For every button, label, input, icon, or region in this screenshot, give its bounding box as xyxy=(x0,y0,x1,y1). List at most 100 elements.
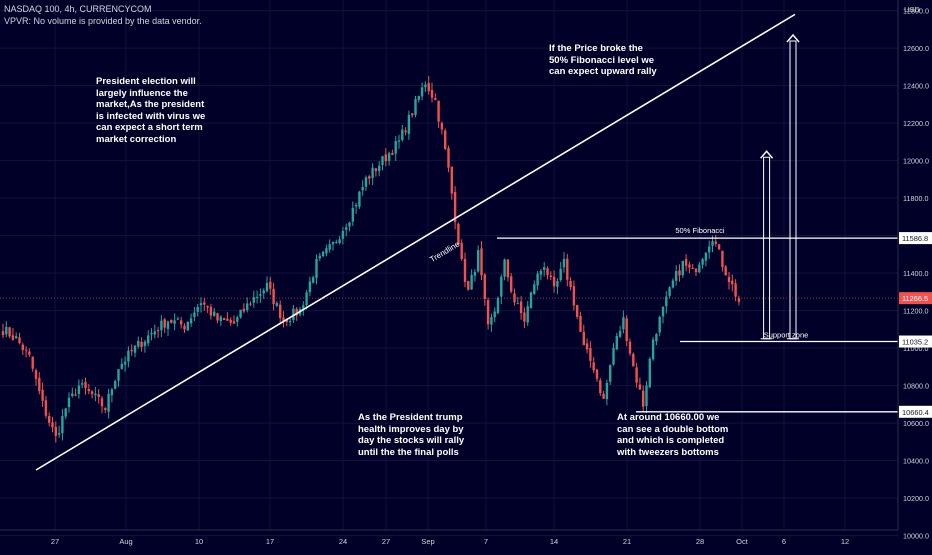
candle-body xyxy=(648,358,651,388)
candle-body xyxy=(566,258,569,280)
y-tick-label: 11000.0 xyxy=(903,344,928,353)
candle-body xyxy=(321,251,325,257)
candle-body xyxy=(127,350,130,362)
candle-body xyxy=(94,393,97,396)
x-tick-label: 24 xyxy=(339,537,347,546)
candle-body xyxy=(41,389,44,401)
drawings[interactable] xyxy=(0,13,898,471)
candle-body xyxy=(602,393,605,399)
candle-body xyxy=(219,316,222,322)
candle-body xyxy=(681,260,684,276)
candle-body xyxy=(493,311,496,318)
candle-body xyxy=(173,320,176,324)
y-tick-label: 10200.0 xyxy=(903,494,929,503)
candle-body xyxy=(180,320,183,325)
candle-body xyxy=(282,317,285,322)
candle-body xyxy=(364,177,368,187)
candle-body xyxy=(506,259,510,278)
candle-body xyxy=(417,96,420,100)
candle-body xyxy=(222,318,226,320)
candle-body xyxy=(678,270,681,276)
candle-body xyxy=(203,302,206,305)
candle-body xyxy=(684,259,688,266)
candle-body xyxy=(500,276,503,297)
candle-body xyxy=(140,341,143,348)
candle-body xyxy=(585,343,589,350)
candle-body xyxy=(698,264,701,273)
candle-body xyxy=(61,416,64,434)
candle-body xyxy=(618,330,622,337)
candle-body xyxy=(137,340,140,347)
price-level-tag xyxy=(899,232,932,245)
candle-body xyxy=(64,408,67,417)
candle-body xyxy=(34,370,38,379)
candle-body xyxy=(18,337,21,344)
candle-body xyxy=(688,264,691,268)
candle-body xyxy=(28,351,31,355)
candle-body xyxy=(213,311,216,316)
candle-body xyxy=(625,318,628,341)
candle-body xyxy=(153,331,156,335)
candle-body xyxy=(582,331,585,346)
candle-body xyxy=(338,239,341,244)
candle-body xyxy=(236,317,239,322)
candle-body xyxy=(536,273,539,286)
candle-body xyxy=(143,341,147,346)
candle-body xyxy=(275,302,279,306)
candle-body xyxy=(467,280,470,290)
candle-body xyxy=(483,274,486,299)
candle-body xyxy=(74,394,77,396)
trendline xyxy=(35,13,796,471)
candle-body xyxy=(288,320,292,323)
candle-body xyxy=(638,384,642,390)
candle-body xyxy=(480,248,483,276)
candle-body xyxy=(642,390,645,407)
candle-body xyxy=(378,165,381,172)
candle-body xyxy=(691,268,694,270)
currency-label: USD xyxy=(904,5,920,14)
candle-body xyxy=(348,222,351,227)
candle-body xyxy=(460,242,463,260)
candle-body xyxy=(731,280,734,285)
candle-body xyxy=(694,268,698,273)
candle-body xyxy=(117,369,120,381)
x-tick-label: 14 xyxy=(550,537,558,546)
candle-body xyxy=(199,303,203,306)
candle-body xyxy=(285,319,288,323)
y-tick-label: 12400.0 xyxy=(903,82,929,91)
target-arrow-head xyxy=(786,33,800,43)
candle-body xyxy=(510,276,513,292)
candle-body xyxy=(675,271,678,281)
candle-body xyxy=(183,325,186,330)
candle-body xyxy=(255,296,259,298)
candle-body xyxy=(193,312,196,318)
x-tick-label: 7 xyxy=(484,537,488,546)
y-tick-label: 11200.0 xyxy=(903,307,928,316)
candle-body xyxy=(384,154,387,162)
candle-body xyxy=(430,89,434,98)
candle-body xyxy=(605,382,609,400)
candle-body xyxy=(737,298,741,302)
candle-body xyxy=(407,114,411,134)
candle-body xyxy=(216,313,219,321)
candle-body xyxy=(457,223,460,245)
candle-body xyxy=(529,292,533,309)
x-tick-label: 21 xyxy=(623,537,631,546)
candle-body xyxy=(401,129,404,141)
current-price-tag xyxy=(899,292,932,305)
price-level-tag-text: 11586.8 xyxy=(902,234,928,243)
candle-body xyxy=(391,152,394,155)
candle-body xyxy=(206,305,209,308)
x-tick-label: 27 xyxy=(51,537,59,546)
candle-body xyxy=(262,290,265,294)
candle-body xyxy=(114,381,117,389)
candle-body xyxy=(239,309,242,318)
candle-body xyxy=(44,400,48,416)
candle-body xyxy=(503,259,506,277)
trendline-label: Trendline xyxy=(428,239,461,264)
candle-body xyxy=(599,380,602,394)
candle-body xyxy=(31,356,34,369)
